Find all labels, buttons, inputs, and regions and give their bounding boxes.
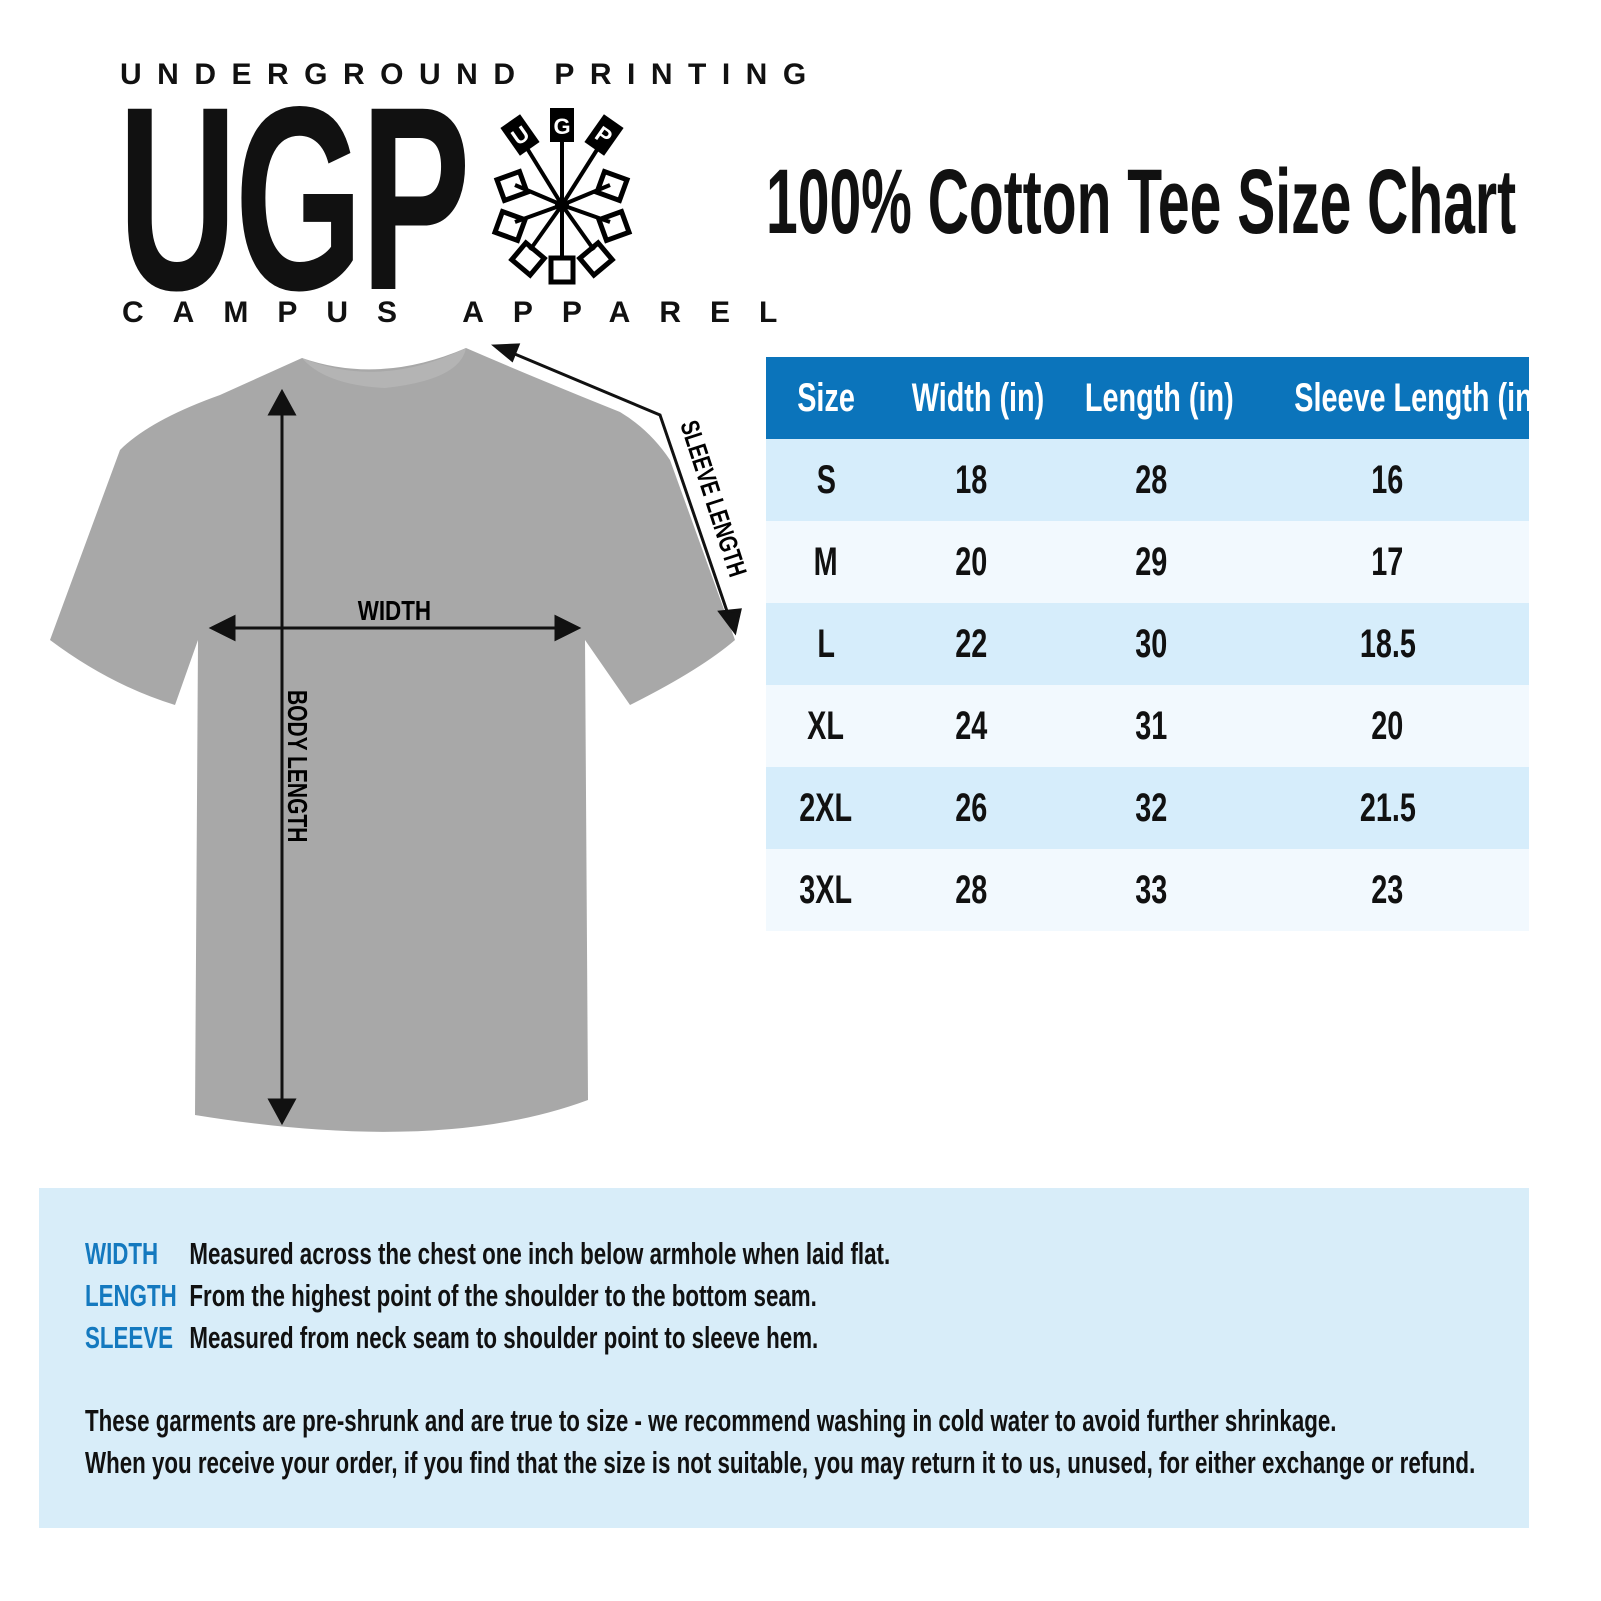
cell-sleeve-length: 18.5 (1359, 621, 1416, 666)
note-preshrunk: These garments are pre-shrunk and are tr… (85, 1403, 1337, 1438)
def-term: LENGTH (85, 1278, 177, 1313)
cell-length: 31 (1134, 703, 1168, 748)
table-row: XL 24 31 20 (766, 685, 1529, 767)
cell-sleeve-length: 20 (1371, 703, 1404, 748)
def-text: Measured from neck seam to shoulder poin… (189, 1320, 819, 1355)
cell-width: 20 (954, 539, 988, 584)
header-sleeve-length: Sleeve Length (in) (1294, 375, 1543, 420)
table-row: L 22 30 18.5 (766, 603, 1529, 685)
cell-width: 22 (954, 621, 988, 666)
width-label: WIDTH (358, 596, 431, 627)
cell-length: 28 (1134, 457, 1168, 502)
table-row: 3XL 28 33 23 (766, 849, 1529, 931)
body-length-label: BODY LENGTH (281, 690, 312, 842)
def-term: WIDTH (85, 1236, 159, 1271)
logo-mark: UGP (118, 68, 674, 330)
cell-width: 18 (954, 457, 988, 502)
cell-width: 28 (954, 867, 988, 912)
cell-sleeve-length: 17 (1371, 539, 1404, 584)
cell-size: S (816, 457, 836, 502)
cell-size: M (813, 539, 838, 584)
cell-length: 33 (1134, 867, 1168, 912)
logo-mark-text: UGP (118, 52, 471, 345)
header-length: Length (in) (1084, 375, 1234, 420)
table-row: 2XL 26 32 21.5 (766, 767, 1529, 849)
cell-size: 3XL (799, 867, 853, 912)
logo-bottom-line: CAMPUS APPAREL (122, 296, 807, 329)
page-title: 100% Cotton Tee Size Chart (766, 150, 1601, 255)
cell-size: 2XL (799, 785, 853, 830)
logo-letter-g: G (553, 114, 570, 139)
cell-sleeve-length: 21.5 (1359, 785, 1416, 830)
tshirt-shape (50, 348, 735, 1132)
info-panel: WIDTH Measured across the chest one inch … (39, 1188, 1529, 1528)
header-size: Size (797, 375, 855, 420)
cell-size: L (817, 621, 835, 666)
table-row: M 20 29 17 (766, 521, 1529, 603)
header-width: Width (in) (911, 375, 1045, 420)
cell-length: 29 (1134, 539, 1168, 584)
page-title-text: 100% Cotton Tee Size Chart (766, 151, 1517, 253)
def-text: From the highest point of the shoulder t… (189, 1278, 817, 1313)
cell-width: 24 (954, 703, 988, 748)
cell-width: 26 (954, 785, 988, 830)
logo-top-line: UNDERGROUND PRINTING (120, 58, 822, 91)
table-header: Size Width (in) Length (in) Sleeve Lengt… (766, 357, 1542, 439)
table-row: S 18 28 16 (766, 439, 1529, 521)
size-table: Size Width (in) Length (in) Sleeve Lengt… (766, 357, 1542, 931)
cell-sleeve-length: 23 (1371, 867, 1404, 912)
def-term: SLEEVE (85, 1320, 174, 1355)
cell-length: 32 (1134, 785, 1168, 830)
cell-size: XL (807, 703, 845, 748)
tshirt-diagram: WIDTH BODY LENGTH SLEEVE LENGTH (50, 343, 753, 1132)
def-text: Measured across the chest one inch below… (189, 1236, 891, 1271)
logo-wheel-icon: G U P (491, 108, 633, 285)
cell-length: 30 (1134, 621, 1168, 666)
cell-sleeve-length: 16 (1371, 457, 1404, 502)
note-returns: When you receive your order, if you find… (85, 1445, 1476, 1480)
